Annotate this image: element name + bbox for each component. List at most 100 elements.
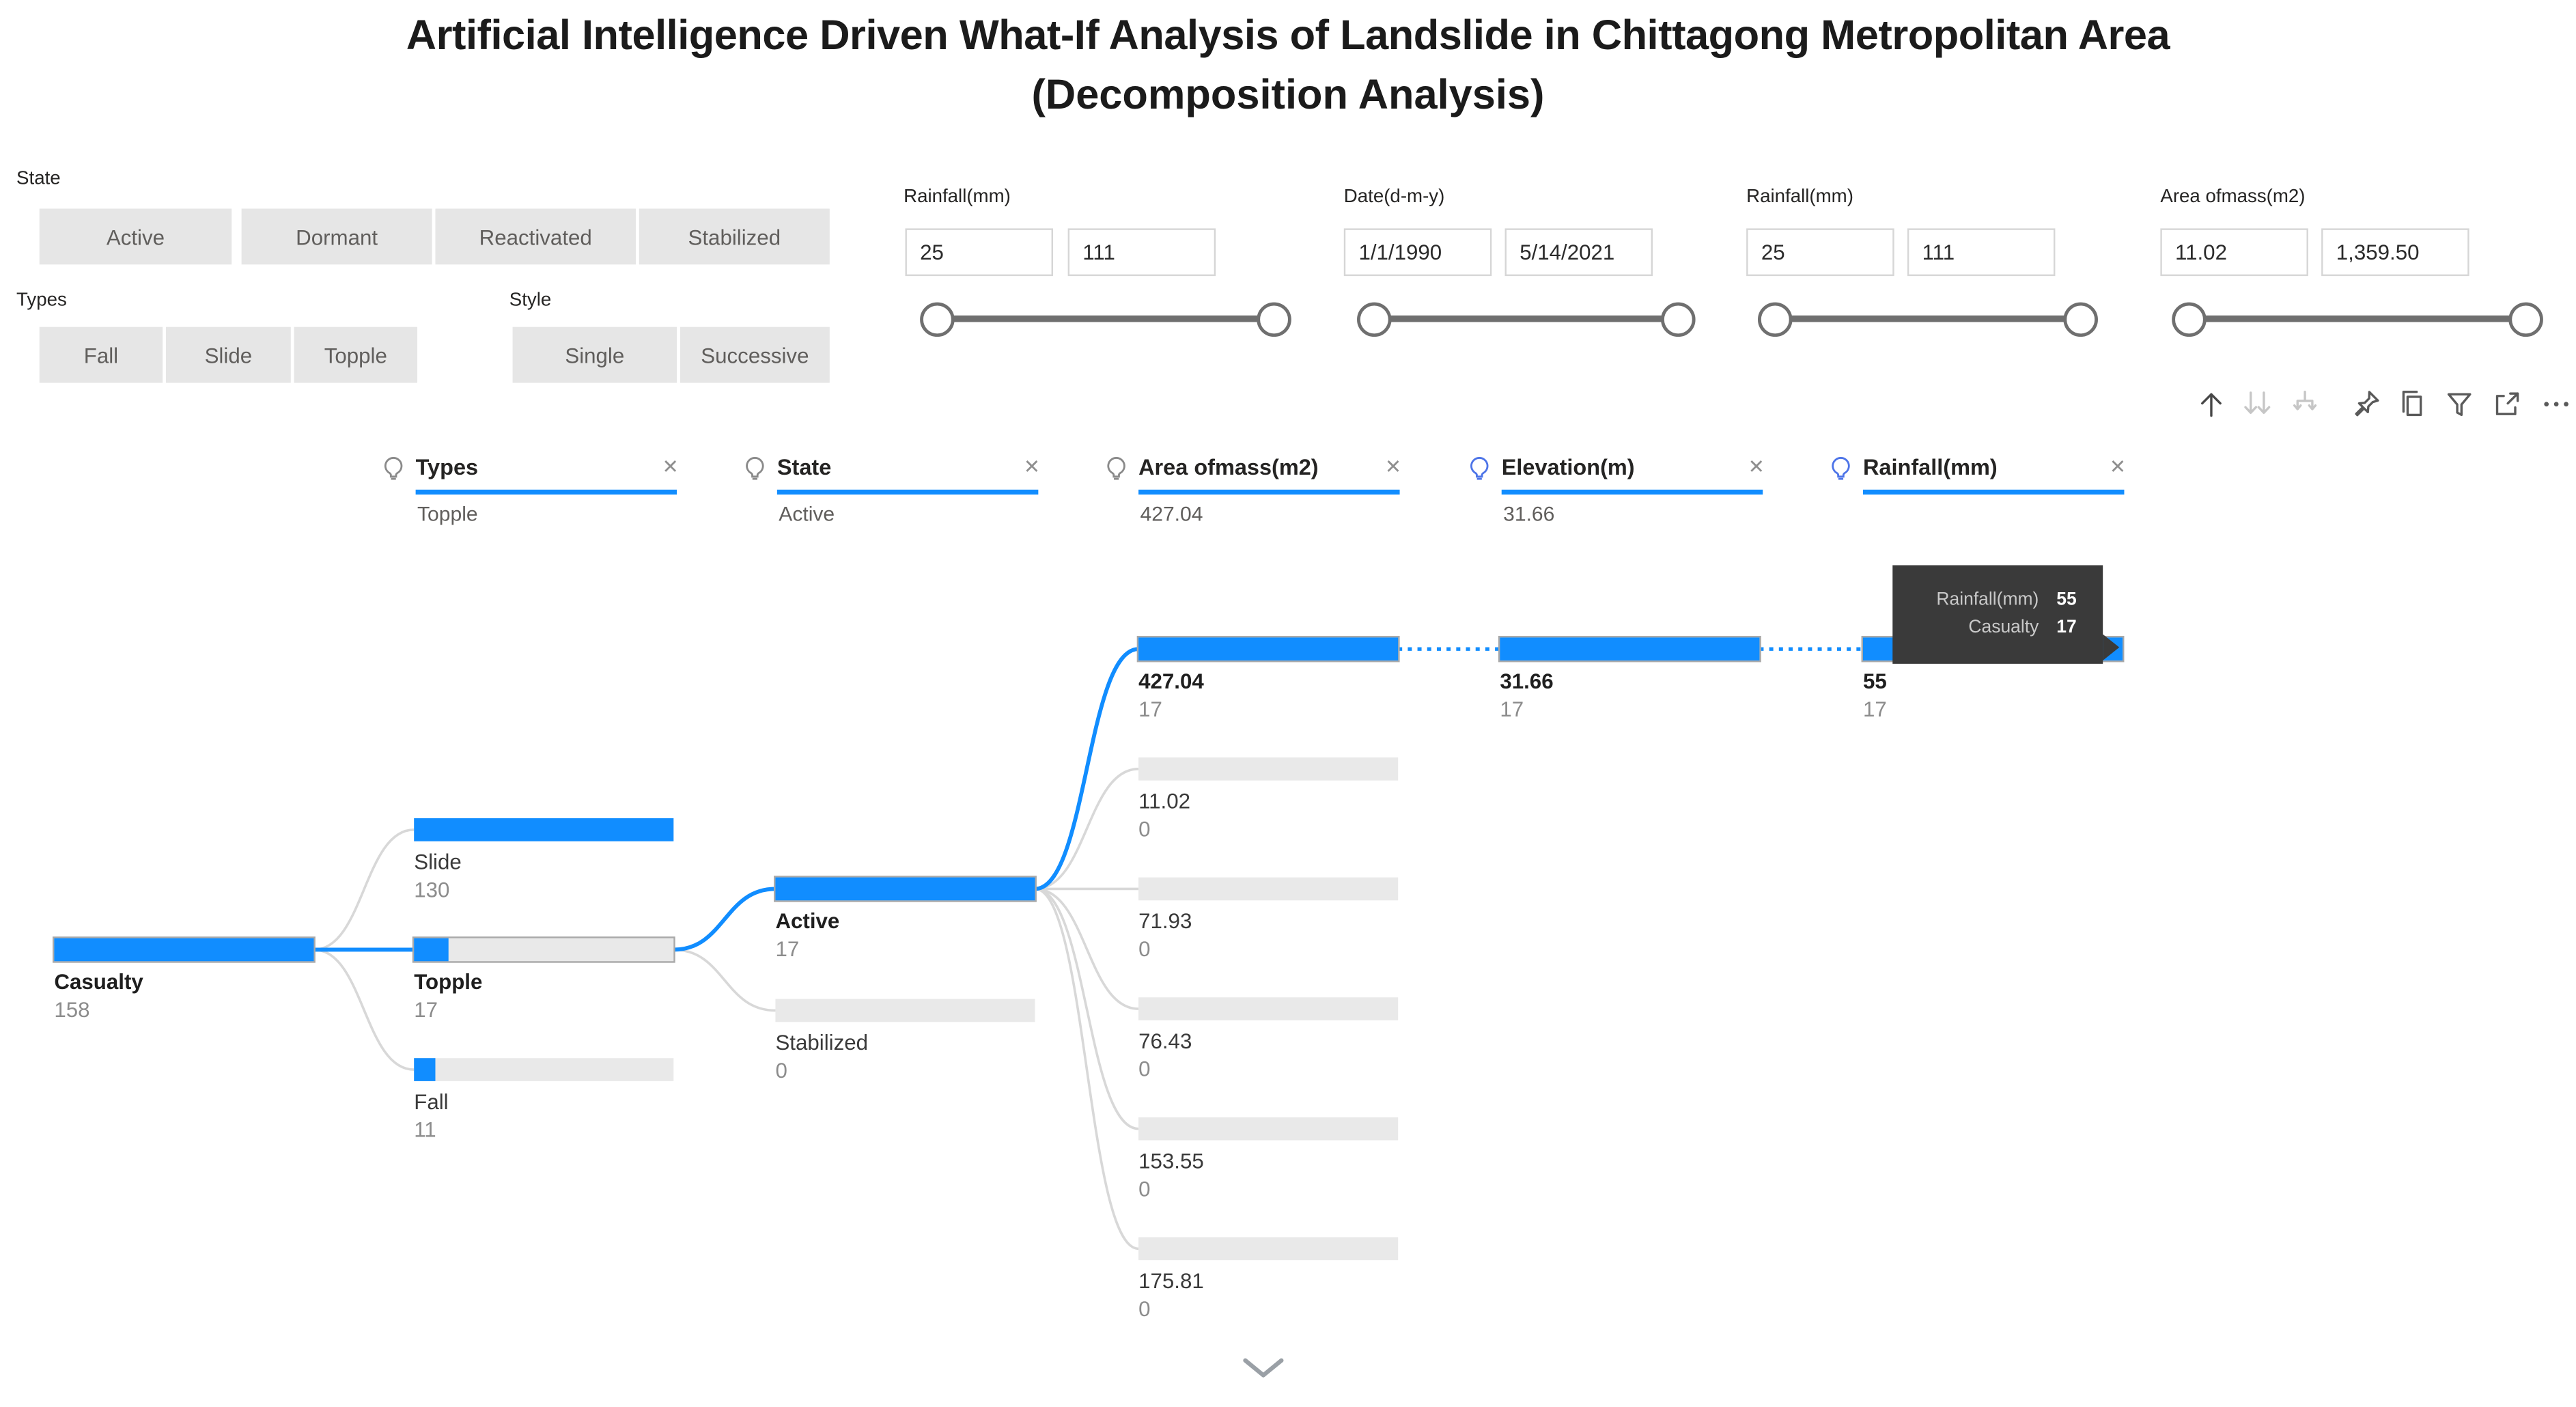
slider-date-max-input[interactable]	[1504, 228, 1653, 277]
slider-area-handle-min[interactable]	[2172, 302, 2207, 337]
slider-rainfall2-handle-min[interactable]	[1758, 302, 1793, 337]
slider-date-handle-max[interactable]	[1661, 302, 1696, 337]
lightbulb-icon	[380, 455, 408, 483]
slicer-style-successive[interactable]: Successive	[680, 326, 830, 383]
tree-edge	[673, 948, 776, 1012]
slider-rainfall1-label: Rainfall(mm)	[904, 187, 1011, 208]
slider-date-track[interactable]	[1373, 315, 1678, 322]
slider-date-handle-min[interactable]	[1357, 302, 1392, 337]
column-underline	[1138, 489, 1400, 495]
tree-node-area-175[interactable]: 175.81 0	[1138, 1237, 1399, 1321]
tree-node-area-11[interactable]: 11.02 0	[1138, 757, 1399, 841]
slider-rainfall1-handle-min[interactable]	[920, 302, 955, 337]
node-bar[interactable]	[54, 938, 314, 962]
chevron-down-icon[interactable]	[1242, 1357, 1285, 1389]
slider-date-min-input[interactable]	[1343, 228, 1492, 277]
slicer-types-topple[interactable]: Topple	[294, 326, 418, 383]
node-bar[interactable]	[775, 877, 1035, 901]
focus-mode-icon[interactable]	[2491, 388, 2523, 421]
tree-edge	[1035, 647, 1139, 891]
node-bar[interactable]	[1138, 757, 1399, 781]
tree-column-selected-value: Topple	[417, 503, 478, 526]
close-icon[interactable]: ✕	[1023, 455, 1040, 479]
tree-column-title[interactable]: Rainfall(mm)	[1862, 455, 1998, 480]
tree-node-fall[interactable]: Fall 11	[414, 1058, 674, 1142]
node-bar[interactable]	[1138, 877, 1399, 901]
node-label: Slide	[414, 849, 462, 874]
slicer-style-label: Style	[509, 290, 552, 311]
ai-lightbulb-icon	[1466, 455, 1494, 483]
node-value: 17	[775, 936, 800, 962]
slicer-state-dormant[interactable]: Dormant	[241, 208, 432, 265]
pin-icon[interactable]	[2349, 388, 2382, 421]
node-bar[interactable]	[1138, 1117, 1399, 1141]
more-options-icon[interactable]	[2540, 388, 2573, 421]
close-icon[interactable]: ✕	[662, 455, 679, 479]
drill-up-icon[interactable]	[2195, 388, 2228, 421]
node-bar[interactable]	[1138, 637, 1399, 661]
tree-node-area-427[interactable]: 427.04 17	[1138, 637, 1399, 721]
tree-node-stabilized[interactable]: Stabilized 0	[775, 999, 1035, 1083]
tree-node-elev-31[interactable]: 31.66 17	[1500, 637, 1760, 721]
filter-icon[interactable]	[2443, 388, 2476, 421]
tree-column-title[interactable]: State	[776, 455, 832, 480]
node-bar[interactable]	[414, 1058, 674, 1081]
slicer-types-fall[interactable]: Fall	[39, 326, 163, 383]
tree-edge	[1035, 887, 1139, 1130]
tree-node-area-76[interactable]: 76.43 0	[1138, 997, 1399, 1081]
tree-node-area-71[interactable]: 71.93 0	[1138, 877, 1399, 961]
node-label: 55	[1862, 669, 1887, 694]
tree-column-title[interactable]: Area ofmass(m2)	[1138, 455, 1319, 480]
tree-column-title[interactable]: Types	[415, 455, 479, 480]
slicer-types-slide[interactable]: Slide	[165, 326, 291, 383]
node-bar-fill	[414, 1058, 436, 1081]
tree-node-topple[interactable]: Topple 17	[414, 938, 674, 1022]
tree-node-area-153[interactable]: 153.55 0	[1138, 1117, 1399, 1201]
slider-area-max-input[interactable]	[2321, 228, 2469, 277]
slicer-state-reactivated[interactable]: Reactivated	[435, 208, 636, 265]
copy-icon[interactable]	[2395, 388, 2428, 421]
slider-rainfall2-handle-max[interactable]	[2063, 302, 2098, 337]
slicer-state-stabilized[interactable]: Stabilized	[639, 208, 830, 265]
tooltip: Rainfall(mm) 55 Casualty 17	[1892, 565, 2120, 664]
node-value: 0	[1138, 1056, 1151, 1081]
slider-area-handle-max[interactable]	[2508, 302, 2543, 337]
node-bar[interactable]	[775, 999, 1035, 1022]
node-label: Casualty	[54, 969, 143, 994]
node-bar[interactable]	[1138, 997, 1399, 1020]
slider-rainfall1-track[interactable]	[936, 315, 1274, 322]
slider-rainfall2-max-input[interactable]	[1907, 228, 2056, 277]
report-title-line1: Artificial Intelligence Driven What-If A…	[406, 13, 2170, 59]
tree-node-slide[interactable]: Slide 130	[414, 818, 674, 902]
slicer-state-active[interactable]: Active	[39, 208, 232, 265]
tree-node-root[interactable]: Casualty 158	[54, 938, 314, 1022]
node-bar[interactable]	[1138, 1237, 1399, 1261]
slider-rainfall1-max-input[interactable]	[1067, 228, 1216, 277]
tree-column-title[interactable]: Elevation(m)	[1501, 455, 1635, 480]
slider-area-track[interactable]	[2188, 315, 2525, 322]
slider-area-min-input[interactable]	[2160, 228, 2308, 277]
node-bar[interactable]	[1500, 637, 1760, 661]
tree-node-active[interactable]: Active 17	[775, 877, 1035, 961]
close-icon[interactable]: ✕	[2109, 455, 2127, 479]
node-bar[interactable]	[414, 938, 674, 962]
node-bar-fill	[54, 938, 314, 962]
close-icon[interactable]: ✕	[1748, 455, 1765, 479]
column-underline	[415, 489, 677, 495]
lightbulb-icon	[741, 455, 769, 483]
node-label: 11.02	[1138, 788, 1191, 813]
slider-rainfall2-label: Rainfall(mm)	[1746, 187, 1853, 208]
close-icon[interactable]: ✕	[1384, 455, 1402, 479]
node-label: 153.55	[1138, 1148, 1204, 1173]
node-bar[interactable]	[414, 818, 674, 841]
slider-rainfall1-min-input[interactable]	[905, 228, 1053, 277]
slider-rainfall1-handle-max[interactable]	[1257, 302, 1291, 337]
tree-edge	[673, 887, 776, 952]
slider-rainfall2-min-input[interactable]	[1746, 228, 1894, 277]
expand-next-level-icon[interactable]	[2288, 388, 2321, 421]
lightbulb-icon	[1102, 455, 1130, 483]
column-underline	[1862, 489, 2125, 495]
slider-rainfall2-track[interactable]	[1774, 315, 2080, 322]
slicer-style-single[interactable]: Single	[512, 326, 677, 383]
drill-down-icon[interactable]	[2241, 388, 2273, 421]
